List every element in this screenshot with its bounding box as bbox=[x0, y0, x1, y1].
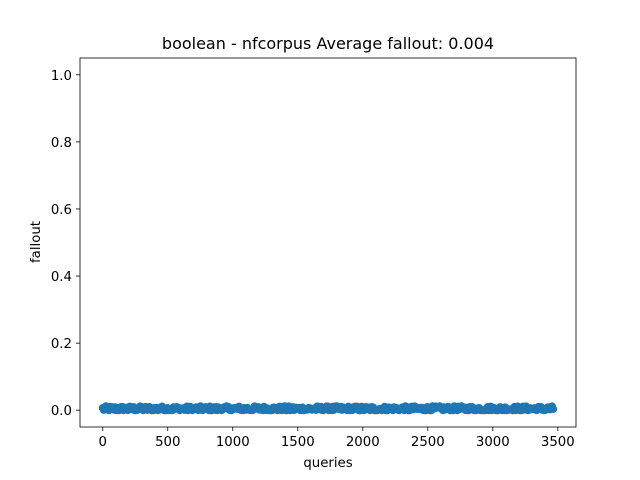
x-tick-label: 2000 bbox=[346, 435, 380, 450]
y-tick-label: 0.8 bbox=[51, 136, 72, 151]
chart-title: boolean - nfcorpus Average fallout: 0.00… bbox=[162, 34, 494, 53]
y-axis-label: fallout bbox=[29, 221, 44, 263]
y-tick-label: 0.2 bbox=[51, 337, 72, 352]
y-tick-label: 0.4 bbox=[51, 270, 72, 285]
x-axis-ticks: 0 500 1000 1500 2000 2500 3000 3500 bbox=[99, 427, 575, 450]
data-point bbox=[549, 404, 558, 413]
y-axis-ticks: 0.0 0.2 0.4 0.6 0.8 1.0 bbox=[51, 69, 80, 419]
plot-frame bbox=[79, 57, 577, 428]
y-tick-label: 0.0 bbox=[51, 404, 72, 419]
y-tick-label: 0.6 bbox=[51, 203, 72, 218]
x-tick-label: 3000 bbox=[476, 435, 510, 450]
x-tick-label: 2500 bbox=[411, 435, 445, 450]
scatter-points bbox=[98, 402, 558, 415]
x-axis-label: queries bbox=[303, 456, 352, 471]
x-tick-label: 3500 bbox=[541, 435, 575, 450]
x-tick-label: 1000 bbox=[216, 435, 250, 450]
x-tick-label: 500 bbox=[155, 435, 180, 450]
x-tick-label: 1500 bbox=[281, 435, 315, 450]
x-tick-label: 0 bbox=[99, 435, 107, 450]
y-tick-label: 1.0 bbox=[51, 69, 72, 84]
